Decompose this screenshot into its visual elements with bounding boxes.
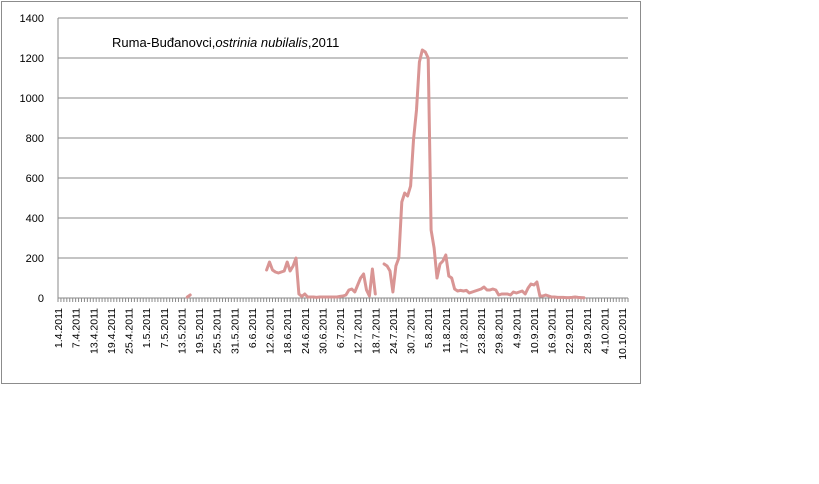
y-tick-label: 1200 — [20, 53, 44, 65]
x-tick-label: 18.6.2011 — [282, 308, 294, 354]
y-tick-label: 1000 — [20, 93, 44, 105]
x-tick-label: 16.9.2011 — [547, 308, 559, 354]
x-tick-label: 23.8.2011 — [476, 308, 488, 354]
title-species: ostrinia nubilalis — [215, 35, 308, 50]
x-tick-label: 10.9.2011 — [529, 308, 541, 354]
series-line-segment — [265, 256, 377, 299]
x-tick-label: 11.8.2011 — [441, 308, 453, 353]
x-tick-label: 7.5.2011 — [159, 308, 171, 348]
x-tick-label: 6.6.2011 — [247, 308, 259, 348]
title-location: Ruma-Buđanovci, — [112, 35, 216, 50]
x-tick-label: 31.5.2011 — [229, 308, 241, 354]
x-tick-label: 4.10.2011 — [599, 308, 611, 354]
x-tick-label: 10.10.2011 — [617, 308, 629, 360]
title-year: ,2011 — [307, 35, 340, 50]
x-tick-label: 18.7.2011 — [370, 308, 382, 354]
x-tick-label: 7.4.2011 — [71, 308, 83, 348]
y-tick-label: 600 — [26, 173, 44, 185]
x-tick-label: 4.9.2011 — [511, 308, 523, 348]
x-tick-label: 25.5.2011 — [212, 308, 224, 354]
x-tick-label: 22.9.2011 — [564, 308, 576, 354]
x-tick-label: 1.5.2011 — [141, 308, 153, 348]
y-tick-label: 0 — [38, 293, 44, 305]
x-tick-label: 28.9.2011 — [582, 308, 594, 354]
x-tick-label: 12.6.2011 — [265, 308, 277, 354]
x-tick-label: 12.7.2011 — [353, 308, 365, 354]
y-tick-label: 1400 — [20, 13, 44, 25]
series-line-segment — [382, 48, 586, 300]
chart-frame: 0 200 400 600 800 1000 1200 1400 1.4.2011 7.4.20… — [1, 1, 641, 384]
x-tick-label: 13.4.2011 — [88, 308, 100, 354]
chart-title: Ruma-Buđanovci,ostrinia nubilalis,2011 — [112, 35, 339, 50]
x-tick-label: 19.4.2011 — [106, 308, 118, 354]
y-tick-label: 400 — [26, 213, 44, 225]
x-tick-label: 30.7.2011 — [406, 308, 418, 354]
y-tick-label: 800 — [26, 133, 44, 145]
x-tick-label: 24.7.2011 — [388, 308, 400, 354]
x-tick-label: 5.8.2011 — [423, 308, 435, 348]
x-tick-label: 30.6.2011 — [317, 308, 329, 354]
x-tick-label: 17.8.2011 — [458, 308, 470, 354]
x-tick-label: 13.5.2011 — [176, 308, 188, 354]
x-tick-label: 25.4.2011 — [124, 308, 136, 354]
x-tick-label: 6.7.2011 — [335, 308, 347, 348]
series-line-segment — [185, 293, 192, 299]
x-tick-label: 29.8.2011 — [494, 308, 506, 354]
x-tick-label: 19.5.2011 — [194, 308, 206, 354]
y-tick-label: 200 — [26, 253, 44, 265]
x-tick-label: 1.4.2011 — [53, 308, 65, 348]
x-tick-label: 24.6.2011 — [300, 308, 312, 354]
line-chart: 0 200 400 600 800 1000 1200 1400 1.4.2011 7.4.20… — [20, 13, 630, 360]
